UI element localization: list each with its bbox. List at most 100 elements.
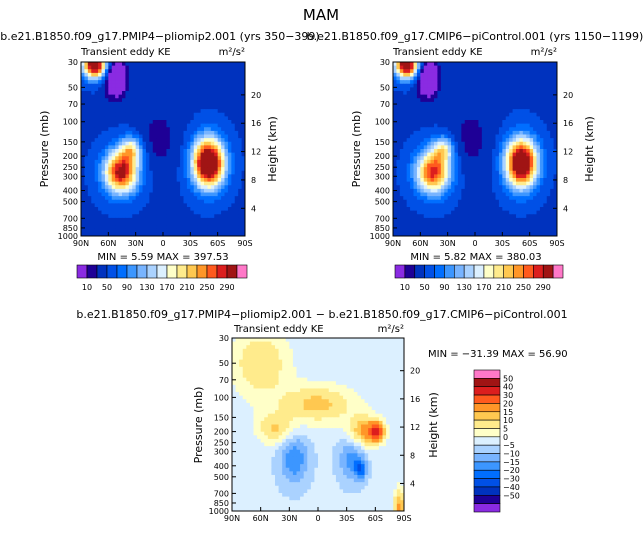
contour-cell [307,345,311,349]
contour-cell [81,109,85,113]
contour-cell [444,109,448,113]
contour-cell [540,156,544,160]
contour-cell [448,160,452,164]
contour-cell [465,200,469,204]
contour-cell [458,95,462,99]
contour-cell [393,62,397,66]
contour-cell [444,102,448,106]
contour-cell [91,102,95,106]
contour-cell [420,131,424,135]
contour-cell [434,156,438,160]
contour-cell [204,106,208,110]
contour-cell [132,124,136,128]
contour-cell [180,218,184,222]
contour-cell [427,171,431,175]
contour-cell [396,185,400,189]
contour-cell [407,149,411,153]
contour-cell [393,342,397,346]
contour-cell [132,84,136,88]
contour-cell [211,167,215,171]
contour-cell [485,167,489,171]
contour-cell [451,167,455,171]
contour-cell [533,178,537,182]
contour-cell [516,149,520,153]
contour-cell [478,142,482,146]
contour-cell [187,225,191,229]
contour-cell [225,80,229,84]
contour-cell [139,84,143,88]
contour-cell [246,349,250,353]
contour-cell [257,338,261,342]
contour-cell [523,109,527,113]
contour-cell [98,193,102,197]
contour-cell [403,138,407,142]
contour-cell [434,138,438,142]
contour-cell [163,153,167,157]
contour-cell [506,124,510,128]
contour-cell [289,349,293,353]
contour-cell [146,84,150,88]
contour-cell [424,66,428,70]
contour-cell [475,225,479,229]
contour-cell [95,98,99,102]
contour-cell [204,142,208,146]
contour-cell [489,149,493,153]
contour-cell [543,174,547,178]
contour-cell [448,222,452,226]
contour-cell [190,113,194,117]
contour-cell [143,80,147,84]
contour-cell [427,109,431,113]
contour-cell [519,207,523,211]
contour-cell [98,62,102,66]
contour-cell [437,135,441,139]
contour-cell [156,62,160,66]
contour-cell [129,222,133,226]
contour-cell [424,91,428,95]
contour-cell [475,196,479,200]
contour-cell [204,84,208,88]
contour-cell [108,120,112,124]
contour-cell [218,149,222,153]
contour-cell [472,145,476,149]
contour-cell [108,116,112,120]
contour-cell [458,87,462,91]
contour-cell [472,91,476,95]
contour-cell [201,193,205,197]
contour-cell [523,69,527,73]
contour-cell [177,142,181,146]
contour-cell [261,345,265,349]
contour-cell [417,131,421,135]
contour-cell [455,156,459,160]
contour-cell [516,77,520,81]
contour-cell [153,160,157,164]
contour-cell [513,164,517,168]
contour-cell [132,149,136,153]
contour-cell [218,106,222,110]
contour-cell [153,196,157,200]
contour-cell [95,156,99,160]
contour-cell [407,142,411,146]
contour-cell [214,182,218,186]
contour-cell [105,211,109,215]
contour-cell [465,229,469,233]
contour-cell [431,218,435,222]
contour-cell [468,77,472,81]
contour-cell [221,178,225,182]
contour-cell [88,127,92,131]
contour-cell [132,62,136,66]
contour-cell [506,69,510,73]
contour-cell [211,225,215,229]
contour-cell [184,225,188,229]
contour-cell [543,225,547,229]
contour-cell [424,138,428,142]
contour-cell [492,178,496,182]
contour-cell [225,131,229,135]
contour-cell [489,222,493,226]
contour-cell [139,203,143,207]
contour-cell [221,222,225,226]
contour-cell [424,225,428,229]
contour-cell [537,214,541,218]
contour-cell [163,203,167,207]
contour-cell [163,98,167,102]
contour-cell [204,178,208,182]
